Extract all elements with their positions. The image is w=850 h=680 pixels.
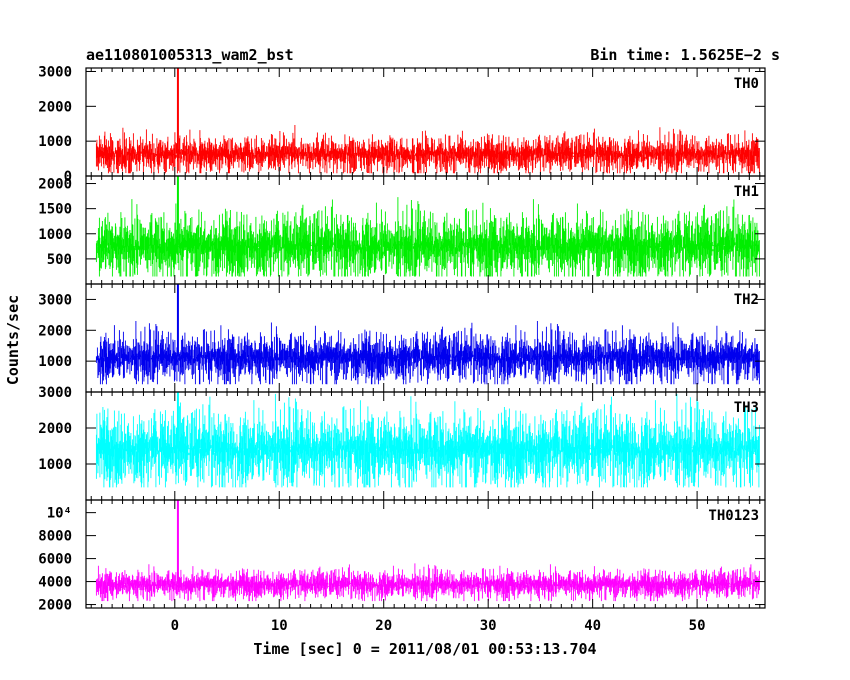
panels: 0 1000 2000 3000 TH0 500 1000 1500 2000 TH1 1000 20… [38,64,766,614]
chart-title-right: Bin time: 1.5625E−2 s [590,46,780,64]
y-tick-label: 2000 [38,99,72,115]
y-tick-label: 1000 [38,134,72,150]
x-tick-label: 20 [375,618,392,634]
series-th0-trace [95,125,760,174]
y-tick-label: 3000 [38,64,72,80]
y-tick-label: 3000 [38,292,72,308]
panel-label-th3: TH3 [734,400,759,416]
y-tick-label: 1000 [38,457,72,473]
y-tick-label: 1000 [38,354,72,370]
y-tick-label: 500 [47,252,72,268]
x-tick-label: 0 [171,618,179,634]
panel-label-th0: TH0 [734,76,759,92]
x-axis-title: Time [sec] 0 = 2011/08/01 00:53:13.704 [253,640,596,658]
y-tick-label: 2000 [38,421,72,437]
panel-th1: 500 1000 1500 2000 TH1 [38,175,766,285]
y-tick-label: 0 [64,169,72,185]
panel-th0123: 2000 4000 6000 8000 10⁴ TH0123 [38,499,766,614]
panel-label-th2: TH2 [734,292,759,308]
series-th0123-trace [95,563,760,602]
y-tick-label: 1500 [38,202,72,218]
x-tick-label: 40 [584,618,601,634]
x-tick-label: 50 [689,618,706,634]
y-tick-label: 8000 [38,529,72,545]
y-tick-label: 6000 [38,552,72,568]
panel-th2: 1000 2000 3000 TH2 [38,283,766,393]
panel-label-th0123: TH0123 [708,508,759,524]
series-th1-trace [95,197,760,277]
y-tick-label: 3000 [38,385,72,401]
x-tick-label: 30 [480,618,497,634]
y-tick-label: 2000 [38,598,72,614]
panel-label-th1: TH1 [734,184,759,200]
chart-title-left: ae110801005313_wam2_bst [86,46,294,64]
panel-th0: 0 1000 2000 3000 TH0 [38,64,766,185]
y-axis-title: Counts/sec [4,295,22,385]
y-tick-label: 2000 [38,177,72,193]
series-th3-trace [95,393,760,488]
x-axis: 0 10 20 30 40 50 [171,618,706,634]
x-tick-label: 10 [271,618,288,634]
y-tick-label: 1000 [38,227,72,243]
y-tick-label: 2000 [38,323,72,339]
series-th2-trace [95,321,760,385]
y-tick-label: 4000 [38,575,72,591]
y-tick-label: 10⁴ [47,506,72,522]
panel-th3: 1000 2000 3000 TH3 [38,385,766,501]
